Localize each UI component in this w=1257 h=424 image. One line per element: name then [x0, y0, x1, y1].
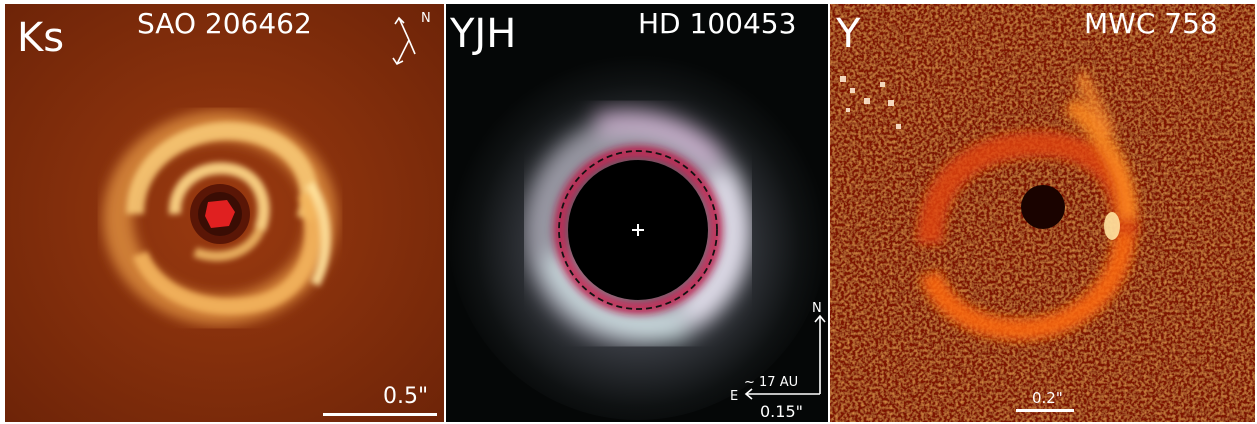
disk-image-mwc-758	[830, 4, 1255, 422]
compass-east-label: E	[730, 389, 739, 404]
target-name: MWC 758	[1084, 7, 1218, 40]
scale-bar	[1016, 409, 1074, 412]
scale-bar	[323, 413, 437, 416]
band-label: Ks	[17, 15, 65, 61]
scale-label: 0.2"	[1032, 389, 1063, 407]
scale-label: 0.15"	[760, 402, 803, 421]
panel-hd-100453: YJH HD 100453 N E ~ 17 AU 0.15"	[446, 4, 828, 422]
disk-image-hd-100453	[446, 4, 828, 422]
scale-label: 0.5"	[383, 384, 429, 409]
target-name: HD 100453	[638, 7, 797, 40]
compass-arrows-icon	[392, 16, 416, 66]
scale-au-label: ~ 17 AU	[744, 375, 799, 390]
compass-arrows-icon	[744, 314, 826, 400]
target-name: SAO 206462	[137, 7, 312, 40]
band-label: YJH	[450, 11, 517, 57]
disk-image-sao-206462	[5, 4, 444, 422]
central-mask	[205, 200, 235, 228]
panel-mwc-758: Y MWC 758 0.2"	[830, 4, 1255, 422]
panel-sao-206462: Ks SAO 206462 N 0.5"	[5, 4, 444, 422]
band-label: Y	[836, 11, 861, 57]
compass-north-label: N	[812, 301, 822, 316]
compass-north-label: N	[421, 11, 431, 26]
